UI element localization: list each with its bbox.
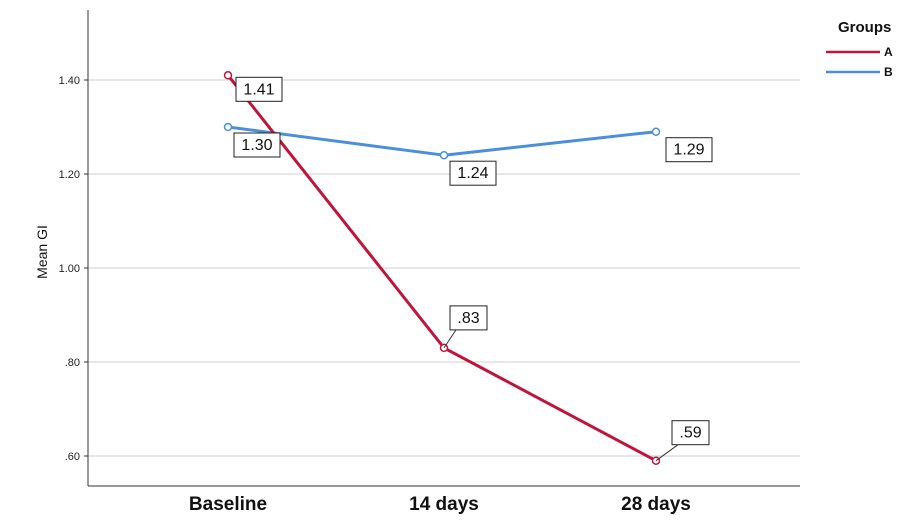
x-tick-label: Baseline: [189, 494, 267, 515]
data-label-box: [449, 160, 497, 186]
legend: Groups AB: [826, 19, 893, 79]
label-leader: [655, 444, 679, 462]
y-tick-labels: .60 .80 1.00 1.20 1.40: [59, 75, 88, 463]
y-tick-label: 1.40: [59, 75, 80, 87]
data-point: [651, 127, 661, 136]
data-label-box: [449, 305, 488, 331]
data-point: [223, 71, 233, 80]
series-line-b: [227, 125, 657, 157]
data-label: .59: [679, 425, 701, 442]
y-tick-label: .60: [65, 451, 80, 463]
gridlines: [88, 79, 800, 457]
x-tick-label: 28 days: [621, 494, 691, 515]
x-tick-labels: Baseline 14 days 28 days: [189, 494, 691, 515]
label-leader: [443, 329, 457, 349]
data-labels: 1.41 .83 .59 1.30 1.24 1.29: [233, 76, 713, 462]
legend-label-b: B: [884, 65, 893, 79]
legend-title: Groups: [838, 19, 891, 36]
data-label: 1.24: [457, 165, 488, 182]
data-point: [439, 150, 449, 160]
data-label: 1.30: [241, 137, 272, 154]
y-tick-label: .80: [65, 357, 80, 369]
y-axis-label: Mean GI: [34, 225, 50, 279]
legend-label-a: A: [884, 45, 893, 59]
data-label-box: [235, 76, 283, 102]
data-label: .83: [457, 310, 479, 327]
data-label-box: [665, 137, 713, 163]
data-label: 1.41: [243, 81, 274, 98]
y-tick-label: 1.00: [59, 263, 80, 275]
axes: [87, 10, 800, 487]
y-tick-label: 1.20: [59, 169, 80, 181]
data-label-box: [671, 420, 710, 446]
data-label: 1.29: [673, 142, 704, 159]
data-label-box: [233, 132, 281, 158]
data-point: [223, 122, 233, 132]
x-tick-label: 14 days: [409, 494, 479, 515]
